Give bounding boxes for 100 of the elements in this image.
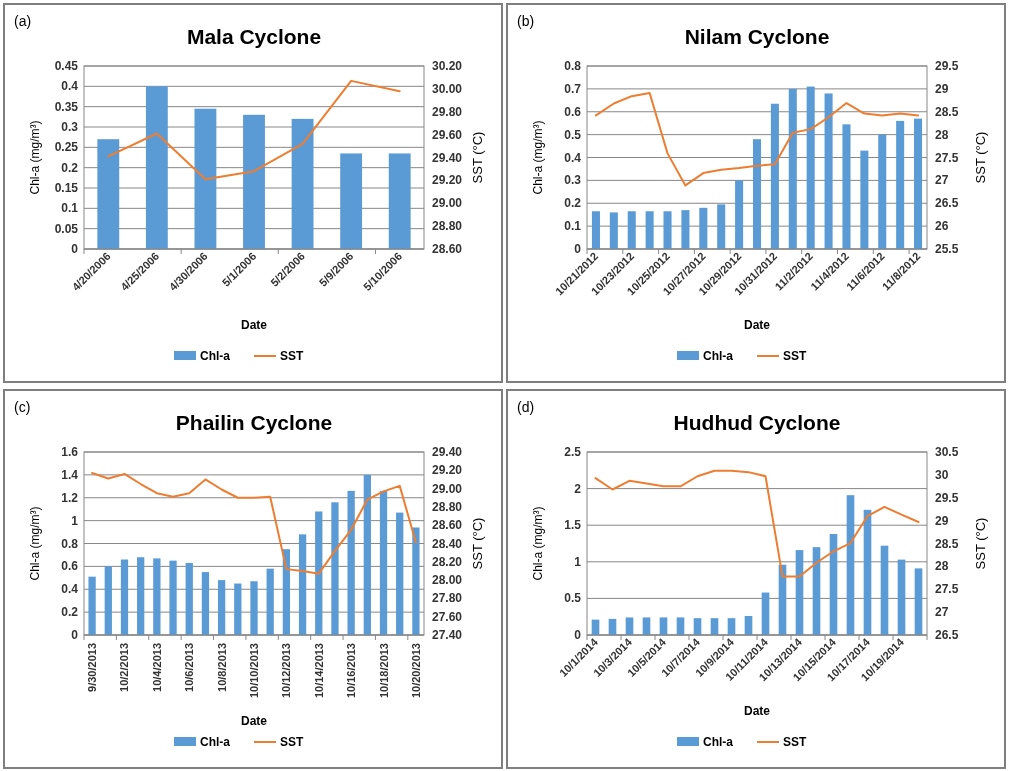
bar bbox=[752, 139, 762, 249]
y-tick-label: 0 bbox=[574, 628, 582, 642]
bar bbox=[217, 580, 226, 635]
bar bbox=[914, 568, 923, 635]
y2-tick-label: 27 bbox=[935, 605, 949, 620]
y2-axis-title: SST (°C) bbox=[470, 517, 485, 570]
y-tick-label: 0.1 bbox=[61, 201, 79, 216]
y2-tick-label: 27.5 bbox=[935, 582, 959, 597]
legend-label: SST bbox=[783, 735, 808, 749]
legend-label: Chl-a bbox=[703, 349, 734, 363]
bar bbox=[842, 124, 851, 249]
x-tick-label: 10/14/2013 bbox=[312, 643, 325, 699]
text: (d) bbox=[517, 399, 535, 415]
bar bbox=[250, 581, 258, 635]
bar bbox=[396, 512, 404, 635]
y2-tick-label: 28.00 bbox=[432, 573, 463, 588]
y2-tick-label: 30 bbox=[935, 467, 949, 482]
bar bbox=[699, 207, 708, 249]
x-tick-label: 9/30/2013 bbox=[86, 643, 99, 692]
bar bbox=[97, 139, 120, 249]
y-tick-label: 0.8 bbox=[564, 59, 582, 73]
x-tick-label: 10/16/2013 bbox=[345, 643, 358, 699]
y-tick-label: 0.6 bbox=[61, 559, 79, 574]
x-axis-title: Date bbox=[240, 714, 268, 728]
y2-tick-label: 29.00 bbox=[432, 481, 463, 496]
y2-tick-label: 28.60 bbox=[432, 242, 463, 256]
x-tick-label: 10/8/2013 bbox=[215, 643, 228, 692]
y-tick-label: 0.2 bbox=[61, 605, 79, 620]
chart-title: Nilam Cyclone bbox=[684, 25, 830, 48]
bar bbox=[298, 534, 307, 635]
bar bbox=[104, 566, 112, 635]
y2-tick-label: 29.20 bbox=[432, 173, 463, 188]
y2-tick-label: 27.60 bbox=[432, 609, 463, 624]
y2-tick-label: 28.40 bbox=[432, 536, 463, 551]
bar bbox=[194, 108, 217, 249]
y-tick-label: 0 bbox=[574, 242, 582, 256]
y-tick-label: 0.7 bbox=[564, 81, 582, 96]
bar bbox=[880, 545, 889, 635]
y-tick-label: 0.3 bbox=[564, 173, 582, 188]
y-tick-label: 0.5 bbox=[564, 591, 582, 606]
bar bbox=[609, 212, 618, 249]
y-tick-label: 0.4 bbox=[61, 582, 79, 597]
bar bbox=[663, 211, 672, 249]
bar bbox=[363, 474, 371, 635]
bar bbox=[591, 211, 600, 249]
bar bbox=[120, 559, 129, 635]
bar bbox=[788, 88, 797, 249]
x-tick-label: 10/12/2013 bbox=[280, 643, 293, 699]
y2-tick-label: 30.5 bbox=[935, 445, 959, 459]
y2-axis-title: SST (°C) bbox=[973, 131, 988, 184]
y2-tick-label: 28.80 bbox=[432, 499, 463, 514]
bar bbox=[169, 560, 177, 635]
y-tick-label: 0 bbox=[71, 628, 79, 642]
bar bbox=[243, 114, 265, 249]
y2-tick-label: 28 bbox=[935, 127, 949, 142]
y-axis-title: Chl-a (mg/m³) bbox=[531, 120, 545, 195]
y-tick-label: 0.2 bbox=[61, 160, 79, 175]
bar bbox=[340, 153, 363, 249]
y-tick-label: 0.8 bbox=[61, 536, 79, 551]
y2-tick-label: 27 bbox=[935, 173, 949, 188]
y2-tick-label: 30.20 bbox=[432, 59, 463, 73]
y2-tick-label: 29.80 bbox=[432, 104, 463, 119]
legend-label: SST bbox=[280, 735, 305, 749]
y2-tick-label: 25.5 bbox=[935, 242, 959, 256]
y-tick-label: 0.5 bbox=[564, 127, 582, 142]
y-tick-label: 1.5 bbox=[564, 518, 582, 533]
bar bbox=[88, 576, 96, 635]
y2-tick-label: 29.00 bbox=[432, 196, 463, 211]
y2-axis-title: SST (°C) bbox=[973, 517, 988, 570]
bar bbox=[806, 86, 815, 249]
y-tick-label: 1.6 bbox=[61, 445, 79, 459]
y2-tick-label: 29.5 bbox=[935, 490, 959, 505]
bar bbox=[681, 210, 690, 249]
legend-label: SST bbox=[280, 349, 305, 363]
x-tick-label: 10/20/2013 bbox=[409, 643, 422, 699]
legend-label: Chl-a bbox=[703, 735, 734, 749]
y2-tick-label: 28.20 bbox=[432, 554, 463, 569]
bar bbox=[897, 559, 906, 635]
bar bbox=[896, 120, 905, 249]
x-axis-title: Date bbox=[743, 318, 771, 332]
y-tick-label: 1.2 bbox=[61, 490, 79, 505]
y-tick-label: 0.4 bbox=[61, 79, 79, 94]
bar bbox=[315, 511, 323, 635]
y-tick-label: 0.25 bbox=[54, 140, 79, 155]
text: (c) bbox=[14, 399, 31, 415]
y2-tick-label: 28 bbox=[935, 559, 949, 574]
legend-label: SST bbox=[783, 349, 808, 363]
x-tick-label: 10/10/2013 bbox=[248, 643, 260, 699]
bar bbox=[234, 583, 242, 635]
bar bbox=[412, 527, 420, 635]
y-tick-label: 1 bbox=[574, 554, 582, 569]
y2-tick-label: 29.40 bbox=[432, 150, 463, 165]
bar bbox=[185, 562, 193, 635]
bar bbox=[860, 150, 869, 249]
bar bbox=[145, 86, 168, 249]
y-tick-label: 0.15 bbox=[54, 181, 79, 195]
y2-tick-label: 28.80 bbox=[432, 219, 463, 234]
y2-tick-label: 28.5 bbox=[935, 104, 959, 119]
y2-tick-label: 29.40 bbox=[432, 445, 463, 459]
y2-tick-label: 29 bbox=[935, 513, 949, 528]
